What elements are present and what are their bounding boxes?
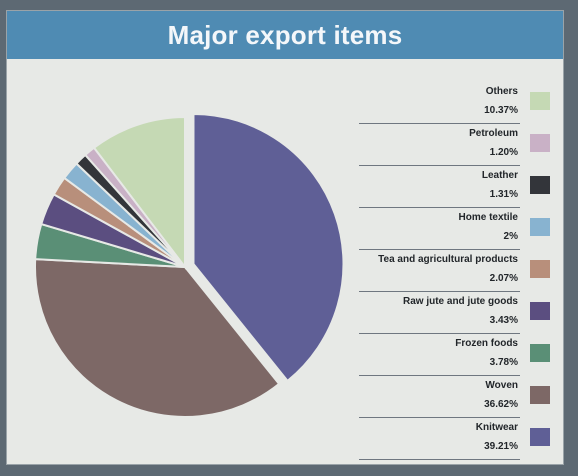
legend-divider — [359, 459, 520, 460]
pie-slice-others — [92, 115, 186, 270]
legend-label: Raw jute and jute goods — [402, 296, 518, 307]
pie-chart — [34, 113, 345, 419]
legend-divider — [359, 333, 520, 334]
legend-swatch — [530, 386, 550, 404]
legend-swatch — [530, 260, 550, 278]
legend-swatch — [530, 344, 550, 362]
legend-divider — [359, 417, 520, 418]
legend-value: 1.31% — [489, 189, 518, 200]
title-bar: Major export items — [7, 11, 563, 59]
legend-label: Others — [485, 86, 518, 97]
legend-item-tea-and-agricultural-products: Tea and agricultural products 2.07% — [359, 251, 554, 293]
legend-divider — [359, 123, 520, 124]
legend-swatch — [530, 302, 550, 320]
legend-divider — [359, 207, 520, 208]
legend-label: Leather — [481, 170, 518, 181]
legend-value: 36.62% — [484, 399, 518, 410]
legend-label: Tea and agricultural products — [378, 254, 518, 265]
chart-title: Major export items — [167, 19, 403, 50]
legend-value: 10.37% — [484, 105, 518, 116]
legend-value: 39.21% — [484, 441, 518, 452]
legend-label: Woven — [485, 380, 518, 391]
pie-slice-woven — [34, 258, 281, 419]
legend-item-petroleum: Petroleum 1.20% — [359, 125, 554, 167]
legend-item-woven: Woven 36.62% — [359, 377, 554, 419]
legend-value: 1.20% — [489, 147, 518, 158]
chart-card: Major export items Others 10.37% Petroleum… — [6, 10, 564, 465]
legend-swatch — [530, 428, 550, 446]
legend-value: 3.78% — [489, 357, 518, 368]
legend-swatch — [530, 218, 550, 236]
legend-swatch — [530, 92, 550, 110]
pie-slice-knitwear — [192, 113, 345, 383]
legend-divider — [359, 249, 520, 250]
legend-item-home-textile: Home textile 2% — [359, 209, 554, 251]
legend-swatch — [530, 134, 550, 152]
legend-item-raw-jute-and-jute-goods: Raw jute and jute goods 3.43% — [359, 293, 554, 335]
legend: Others 10.37% Petroleum 1.20% Leather 1.31% Ho… — [359, 83, 554, 461]
legend-divider — [359, 165, 520, 166]
legend-divider — [359, 375, 520, 376]
legend-value: 3.43% — [489, 315, 518, 326]
legend-value: 2% — [503, 231, 518, 242]
legend-item-leather: Leather 1.31% — [359, 167, 554, 209]
legend-label: Petroleum — [469, 128, 518, 139]
legend-label: Frozen foods — [455, 338, 518, 349]
legend-value: 2.07% — [489, 273, 518, 284]
legend-divider — [359, 291, 520, 292]
legend-item-frozen-foods: Frozen foods 3.78% — [359, 335, 554, 377]
legend-label: Knitwear — [475, 422, 518, 433]
legend-item-others: Others 10.37% — [359, 83, 554, 125]
legend-label: Home textile — [458, 212, 518, 223]
legend-swatch — [530, 176, 550, 194]
legend-item-knitwear: Knitwear 39.21% — [359, 419, 554, 461]
